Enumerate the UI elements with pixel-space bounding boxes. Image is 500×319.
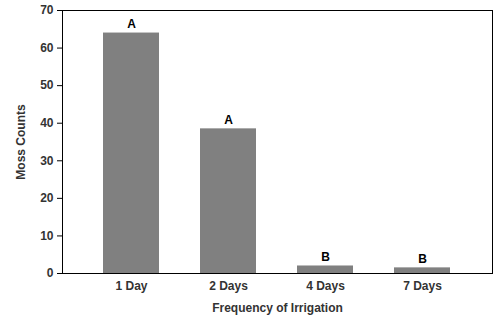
svg-text:B: B [418, 252, 427, 266]
svg-text:10: 10 [40, 229, 54, 243]
svg-text:4 Days: 4 Days [306, 279, 345, 293]
svg-text:A: A [127, 17, 136, 31]
svg-text:2 Days: 2 Days [209, 279, 248, 293]
svg-text:Frequency of Irrigation: Frequency of Irrigation [212, 301, 343, 315]
svg-text:50: 50 [40, 78, 54, 92]
svg-text:60: 60 [40, 41, 54, 55]
svg-text:7 Days: 7 Days [403, 279, 442, 293]
svg-text:40: 40 [40, 116, 54, 130]
svg-text:B: B [321, 250, 330, 264]
svg-text:Moss Counts: Moss Counts [14, 104, 28, 180]
svg-text:20: 20 [40, 191, 54, 205]
svg-text:A: A [224, 113, 233, 127]
svg-text:70: 70 [40, 3, 54, 17]
svg-text:0: 0 [47, 266, 54, 280]
svg-text:30: 30 [40, 154, 54, 168]
svg-text:1 Day: 1 Day [115, 279, 147, 293]
